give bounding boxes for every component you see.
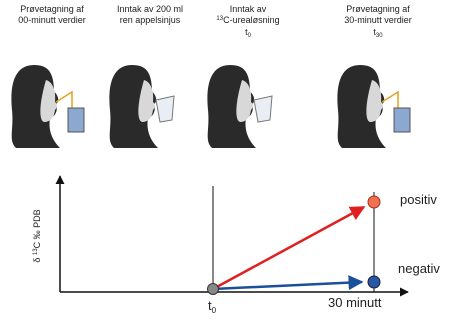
step-text: t30 [373, 27, 383, 39]
positive-dot [368, 196, 380, 208]
sub: 0 [248, 33, 252, 39]
positive-label: positiv [400, 192, 437, 207]
step-4: Prøvetagning af 30-minutt verdier t30 [344, 4, 412, 39]
negative-arrow [213, 282, 362, 289]
step-1: Prøvetagning af 00-minutt verdier [18, 4, 86, 25]
step-text: 30-minutt verdier [344, 15, 412, 25]
step-text: Inntak av [230, 4, 267, 14]
step-text: 00-minutt verdier [18, 15, 86, 25]
text: C-urealøsning [223, 15, 280, 25]
step-text: 13C-urealøsning [216, 15, 279, 25]
step-text: ren appelsinjus [120, 15, 181, 25]
step-text: t0 [245, 27, 252, 39]
start-dot [208, 284, 219, 295]
page: Prøvetagning af 00-minutt verdier Inntak… [0, 0, 462, 316]
text: δ [32, 255, 42, 263]
step-text: Prøvetagning af [20, 4, 84, 14]
negative-label: negativ [398, 261, 440, 276]
step-2: Inntak av 200 ml ren appelsinjus [117, 4, 183, 25]
end-label: 30 minutt [328, 295, 382, 310]
figure [207, 65, 272, 148]
positive-arrow [213, 207, 364, 289]
negative-dot [368, 276, 380, 288]
step-3: Inntak av 13C-urealøsning t0 [216, 4, 279, 39]
figure [337, 65, 410, 148]
start-label: t0 [208, 298, 217, 315]
step-text: Prøvetagning af [346, 4, 410, 14]
sub: 30 [376, 33, 383, 39]
sub: 0 [212, 306, 217, 315]
text: C ‰ PDB [32, 209, 42, 248]
figure [109, 65, 174, 148]
graph: δ 13C ‰ PDB positiv negativ t0 30 minutt [32, 176, 440, 315]
y-axis-label: δ 13C ‰ PDB [32, 209, 42, 262]
figure [11, 65, 84, 148]
step-text: Inntak av 200 ml [117, 4, 183, 14]
